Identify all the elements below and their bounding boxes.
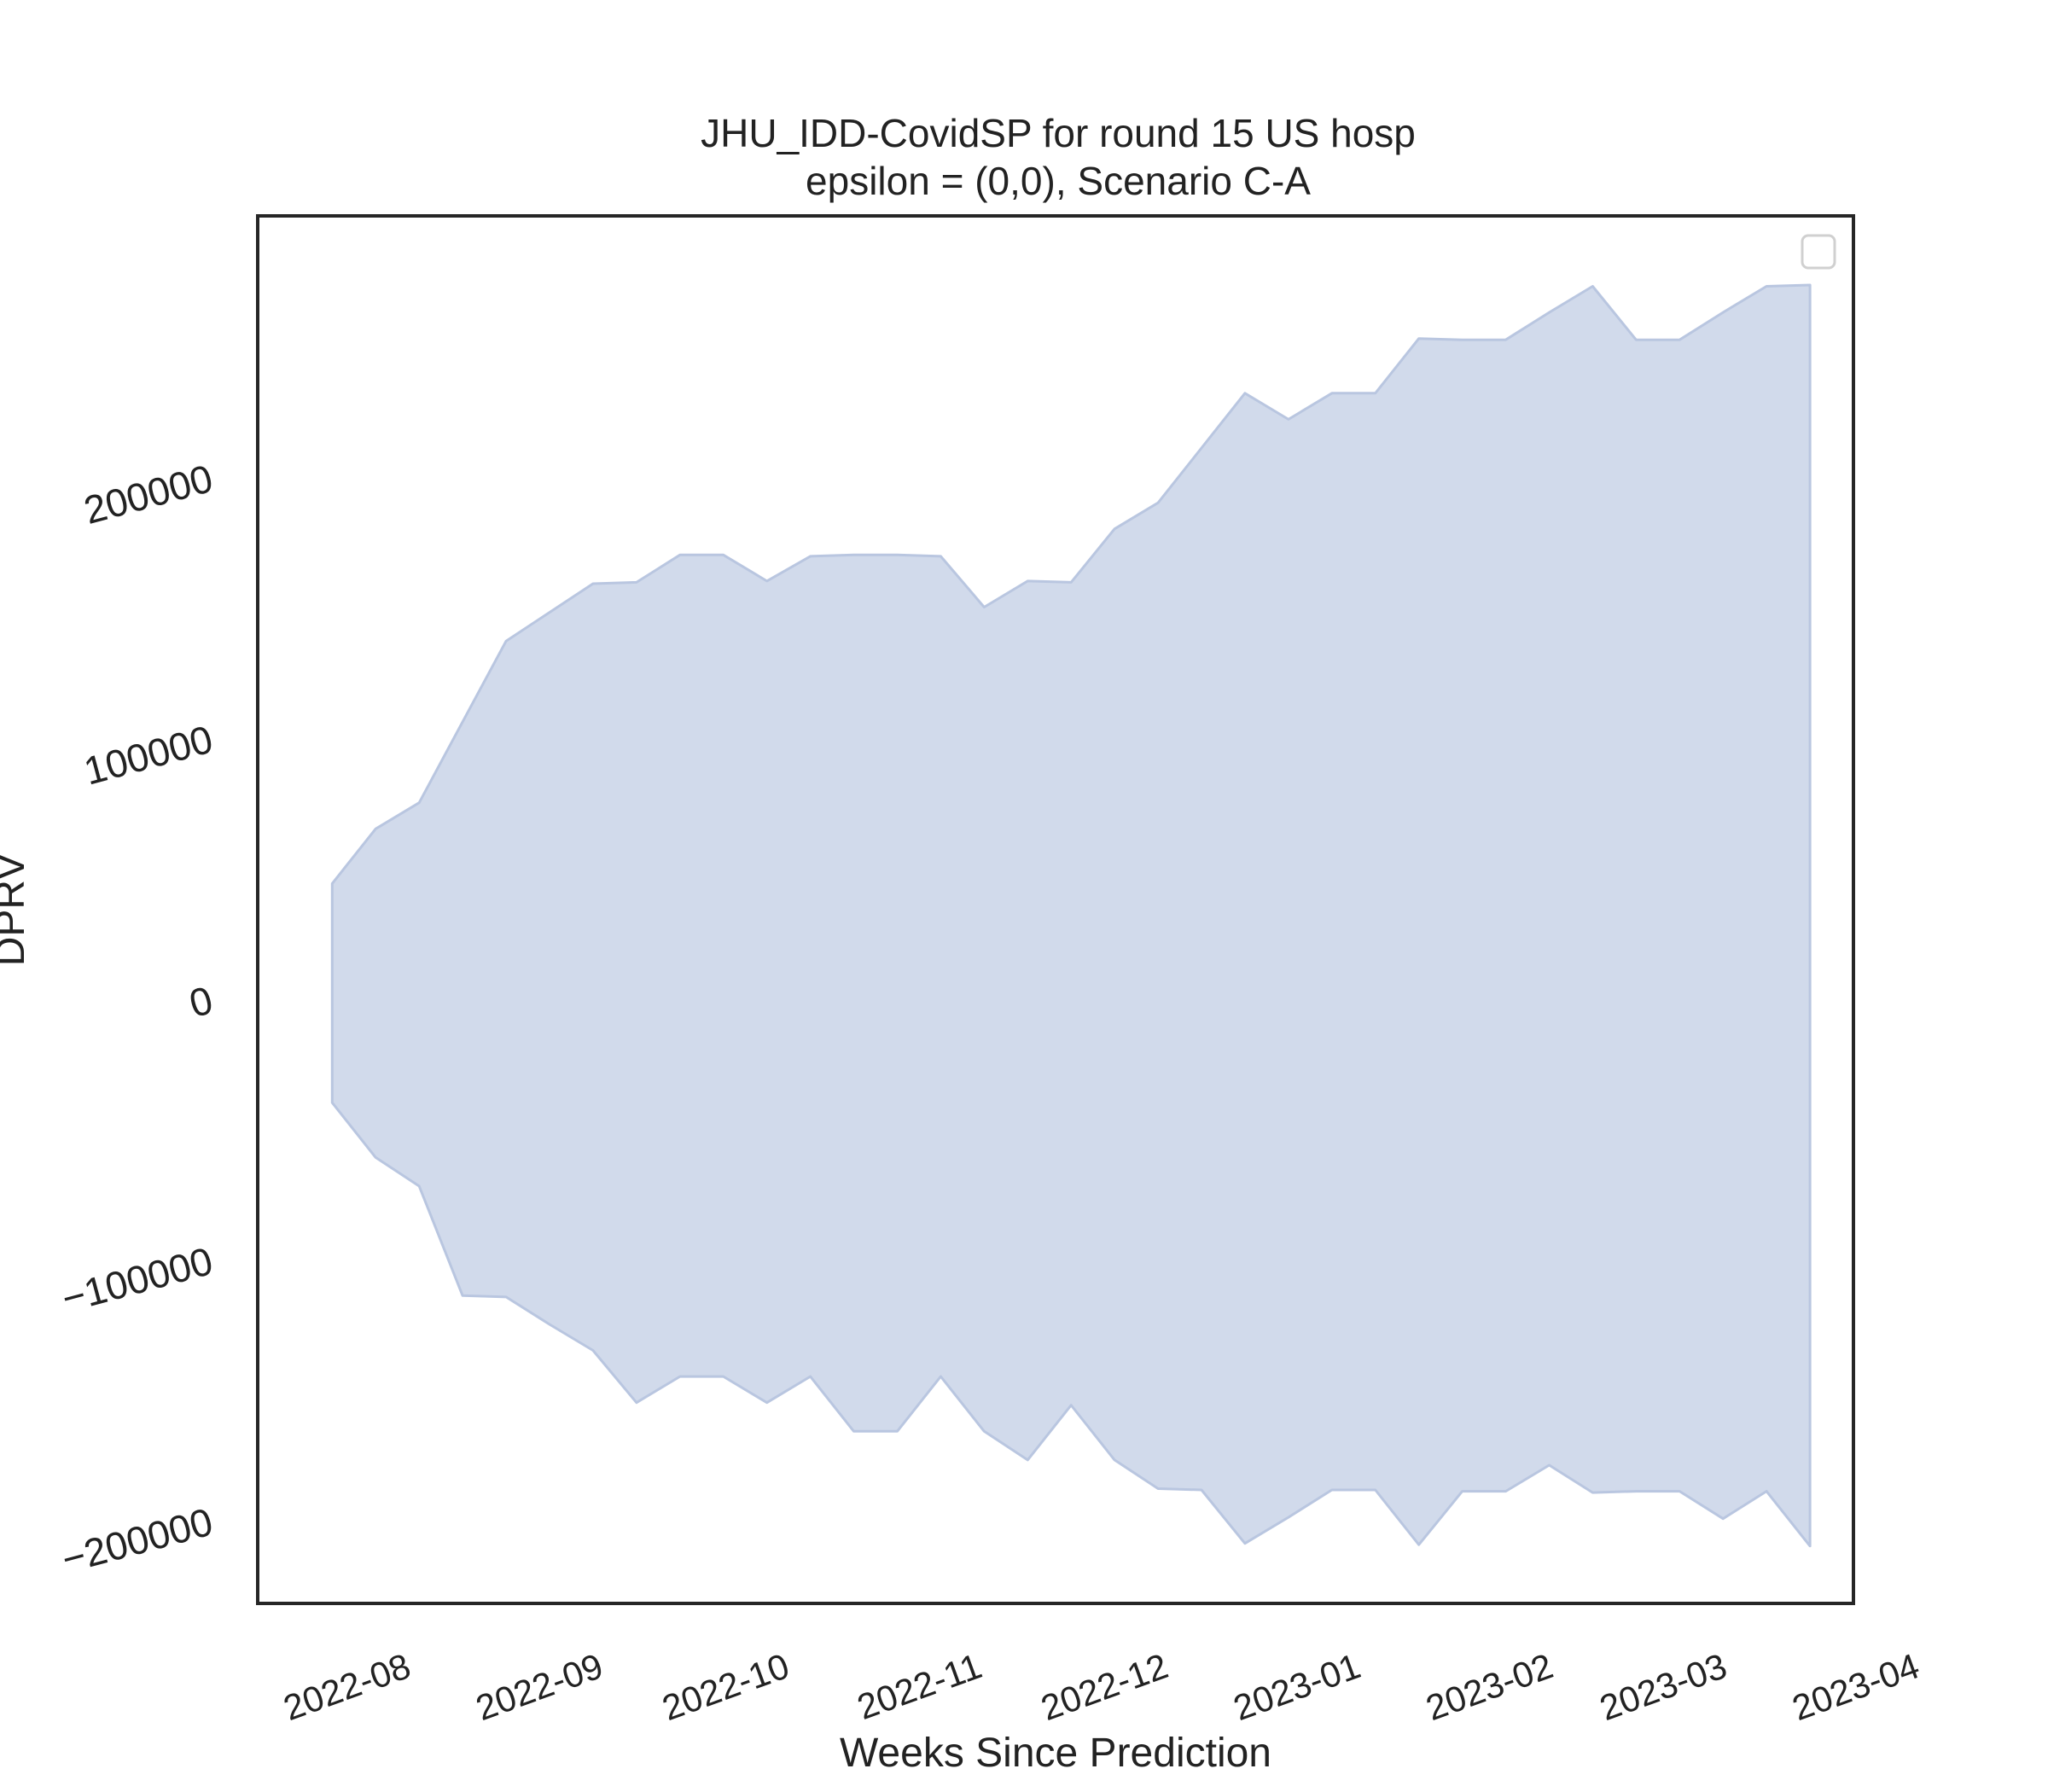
x-tick-label: 2022-08 xyxy=(278,1645,416,1728)
x-tick-label: 2023-04 xyxy=(1787,1645,1924,1728)
band-area xyxy=(330,283,1812,1548)
y-tick-label: −100000 xyxy=(57,1238,218,1321)
chart-title-line1: JHU_IDD-CovidSP for round 15 US hosp xyxy=(701,111,1416,155)
chart-title: JHU_IDD-CovidSP for round 15 US hosp eps… xyxy=(701,111,1416,203)
x-tick-label: 2022-11 xyxy=(852,1645,986,1727)
x-tick-label: 2023-03 xyxy=(1595,1645,1732,1728)
y-tick-label: 0 xyxy=(184,977,217,1026)
y-axis-label: DPRV xyxy=(0,853,33,967)
plot-area-frame xyxy=(256,214,1855,1605)
legend-box xyxy=(1801,234,1836,270)
y-axis-ticks: −200000 −100000 0 100000 200000 xyxy=(57,456,218,1582)
y-tick-label: −200000 xyxy=(57,1499,218,1582)
x-axis-label: Weeks Since Prediction xyxy=(840,1731,1271,1776)
chart-title-line2: epsilon = (0,0), Scenario C-A xyxy=(806,159,1311,203)
confidence-band xyxy=(330,283,1812,1548)
x-tick-label: 2022-09 xyxy=(471,1645,608,1728)
x-tick-label: 2022-10 xyxy=(657,1645,794,1728)
x-tick-label: 2022-12 xyxy=(1036,1645,1173,1728)
x-tick-label: 2023-01 xyxy=(1228,1645,1365,1728)
x-tick-label: 2023-02 xyxy=(1421,1645,1558,1728)
y-tick-label: 100000 xyxy=(79,717,218,794)
x-axis-ticks: 2022-08 2022-09 2022-10 2022-11 2022-12 2023-… xyxy=(278,1645,1924,1728)
y-tick-label: 200000 xyxy=(79,456,218,532)
